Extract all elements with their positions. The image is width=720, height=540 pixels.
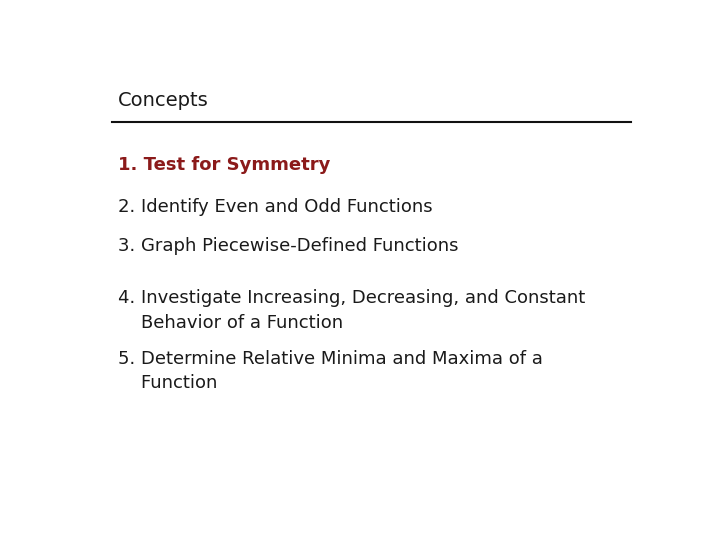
- Text: 4. Investigate Increasing, Decreasing, and Constant
    Behavior of a Function: 4. Investigate Increasing, Decreasing, a…: [118, 289, 585, 332]
- Text: Concepts: Concepts: [118, 91, 209, 110]
- Text: 5. Determine Relative Minima and Maxima of a
    Function: 5. Determine Relative Minima and Maxima …: [118, 349, 543, 392]
- Text: 2. Identify Even and Odd Functions: 2. Identify Even and Odd Functions: [118, 198, 433, 216]
- Text: 1. Test for Symmetry: 1. Test for Symmetry: [118, 156, 330, 174]
- Text: 3. Graph Piecewise-Defined Functions: 3. Graph Piecewise-Defined Functions: [118, 238, 459, 255]
